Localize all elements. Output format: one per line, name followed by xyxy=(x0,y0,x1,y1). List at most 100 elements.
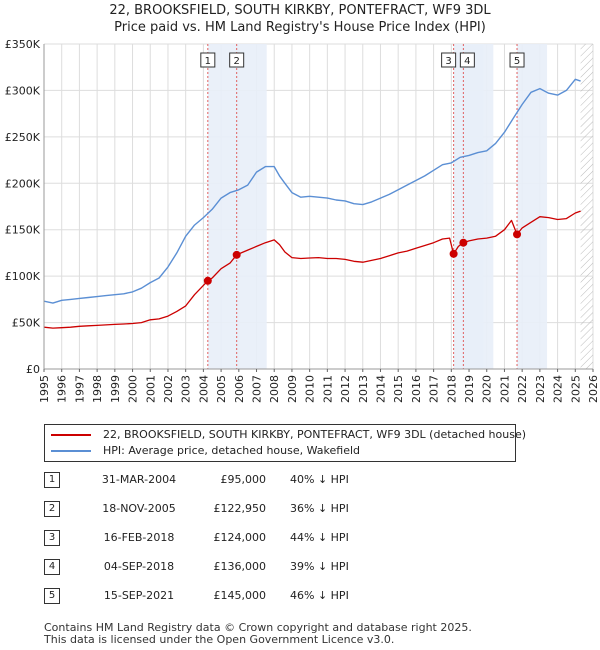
footer: Contains HM Land Registry data © Crown c… xyxy=(44,622,472,646)
transaction-point-2 xyxy=(232,250,241,259)
transaction-box-number-4: 4 xyxy=(464,56,470,67)
transaction-box-5 xyxy=(509,52,525,68)
transaction-price: £95,000 xyxy=(220,473,267,486)
transaction-row: 1 31-MAR-2004 £95,000 40% ↓ HPI xyxy=(44,472,564,490)
transaction-bands xyxy=(207,44,548,369)
transaction-date: 16-FEB-2018 xyxy=(103,531,175,544)
x-tick-label: 1995 xyxy=(38,375,51,403)
transaction-band-5 xyxy=(517,44,548,369)
y-tick-label: £0 xyxy=(26,363,40,376)
grid xyxy=(43,43,594,370)
transaction-row: 5 15-SEP-2021 £145,000 46% ↓ HPI xyxy=(44,588,564,606)
transaction-label-5: 5 xyxy=(509,52,525,68)
transaction-box-number-2: 2 xyxy=(233,56,239,67)
transaction-box-number-3: 3 xyxy=(445,56,451,67)
chart-title: 22, BROOKSFIELD, SOUTH KIRKBY, PONTEFRAC… xyxy=(0,2,600,36)
footer-line-1: Contains HM Land Registry data © Crown c… xyxy=(44,621,472,634)
x-tick-label: 1998 xyxy=(91,375,104,403)
transaction-hpi-diff: 44% ↓ HPI xyxy=(290,531,349,544)
transaction-number: 4 xyxy=(44,559,60,575)
y-tick-label: £50K xyxy=(12,317,41,330)
y-tick-label: £100K xyxy=(5,270,41,283)
transaction-number: 3 xyxy=(44,530,60,546)
x-tick-label: 2000 xyxy=(127,375,140,403)
x-tick-label: 2015 xyxy=(392,375,405,403)
legend-swatch-hpi xyxy=(51,450,91,452)
x-tick-label: 2022 xyxy=(516,375,529,403)
x-tick-label: 2025 xyxy=(569,375,582,403)
legend: 22, BROOKSFIELD, SOUTH KIRKBY, PONTEFRAC… xyxy=(44,424,526,462)
transaction-box-4 xyxy=(459,52,475,68)
y-tick-label: £200K xyxy=(5,177,41,190)
transaction-point-4 xyxy=(459,238,468,247)
transaction-hpi-diff: 46% ↓ HPI xyxy=(290,589,349,602)
transaction-band-4 xyxy=(463,44,494,369)
x-tick-label: 2009 xyxy=(286,375,299,403)
x-tick-label: 2007 xyxy=(251,375,264,403)
transaction-number: 2 xyxy=(44,501,60,517)
transaction-box-3 xyxy=(441,52,457,68)
price-chart: 1 2 3 4 5 £0 £50K £100K £150K £200K £250K £300K £35… xyxy=(5,38,600,403)
x-tick-label: 2004 xyxy=(197,375,210,403)
transaction-price: £122,950 xyxy=(213,502,267,515)
transaction-point-3 xyxy=(449,249,458,258)
legend-label-hpi: HPI: Average price, detached house, Wake… xyxy=(103,444,361,457)
x-tick-label: 2021 xyxy=(498,375,511,403)
transaction-row: 4 04-SEP-2018 £136,000 39% ↓ HPI xyxy=(44,559,564,577)
transaction-label-3: 3 xyxy=(441,52,457,68)
series-lines xyxy=(44,78,581,329)
x-tick-label: 2010 xyxy=(304,375,317,403)
x-tick-label: 2005 xyxy=(215,375,228,403)
x-tick-label: 2016 xyxy=(410,375,423,403)
x-tick-label: 1996 xyxy=(56,375,69,403)
transaction-date: 04-SEP-2018 xyxy=(103,560,175,573)
transaction-point-5 xyxy=(513,230,522,239)
x-tick-label: 2023 xyxy=(534,375,547,403)
x-tick-label: 2024 xyxy=(552,375,565,403)
legend-label-property: 22, BROOKSFIELD, SOUTH KIRKBY, PONTEFRAC… xyxy=(103,428,527,441)
x-tick-label: 1999 xyxy=(109,375,122,403)
x-tick-label: 2006 xyxy=(233,375,246,403)
transaction-date: 31-MAR-2004 xyxy=(101,473,177,486)
x-tick-label: 2013 xyxy=(357,375,370,403)
legend-swatch-property xyxy=(51,434,91,436)
transaction-price: £136,000 xyxy=(213,560,267,573)
transaction-hpi-diff: 39% ↓ HPI xyxy=(290,560,349,573)
transaction-label-4: 4 xyxy=(459,52,475,68)
transaction-box-2 xyxy=(229,52,245,68)
y-tick-label: £150K xyxy=(5,224,41,237)
title-line-2: Price paid vs. HM Land Registry's House … xyxy=(114,20,486,35)
x-tick-label: 2008 xyxy=(268,375,281,403)
transaction-box-number-1: 1 xyxy=(205,56,211,67)
y-tick-label: £250K xyxy=(5,131,41,144)
transaction-row: 2 18-NOV-2005 £122,950 36% ↓ HPI xyxy=(44,501,564,519)
transaction-markers: 1 2 3 4 5 xyxy=(200,52,525,285)
x-tick-label: 2001 xyxy=(144,375,157,403)
x-tick-label: 2011 xyxy=(321,375,334,403)
transaction-price: £124,000 xyxy=(213,531,267,544)
transaction-number: 5 xyxy=(44,588,60,604)
y-tick-label: £300K xyxy=(5,84,41,97)
x-tick-label: 2002 xyxy=(162,375,175,403)
transaction-box-number-5: 5 xyxy=(514,56,520,67)
x-tick-label: 2003 xyxy=(180,375,193,403)
x-tick-label: 2026 xyxy=(587,375,600,403)
transaction-price: £145,000 xyxy=(213,589,267,602)
transaction-number: 1 xyxy=(44,472,60,488)
future-hatch-region xyxy=(580,44,593,369)
x-tick-label: 2020 xyxy=(481,375,494,403)
footer-line-2: This data is licensed under the Open Gov… xyxy=(44,633,395,646)
transaction-band-1 xyxy=(207,44,238,369)
transaction-row: 3 16-FEB-2018 £124,000 44% ↓ HPI xyxy=(44,530,564,548)
transaction-label-1: 1 xyxy=(200,52,216,68)
transaction-point-1 xyxy=(203,276,212,285)
series-line-property xyxy=(44,210,581,329)
x-tick-label: 2018 xyxy=(445,375,458,403)
axes: £0 £50K £100K £150K £200K £250K £300K £350K 1995… xyxy=(5,38,600,403)
x-tick-label: 2017 xyxy=(428,375,441,403)
transaction-hpi-diff: 36% ↓ HPI xyxy=(290,502,349,515)
x-tick-label: 1997 xyxy=(73,375,86,403)
x-tick-label: 2019 xyxy=(463,375,476,403)
x-tick-label: 2014 xyxy=(374,375,387,403)
transaction-date: 15-SEP-2021 xyxy=(103,589,175,602)
